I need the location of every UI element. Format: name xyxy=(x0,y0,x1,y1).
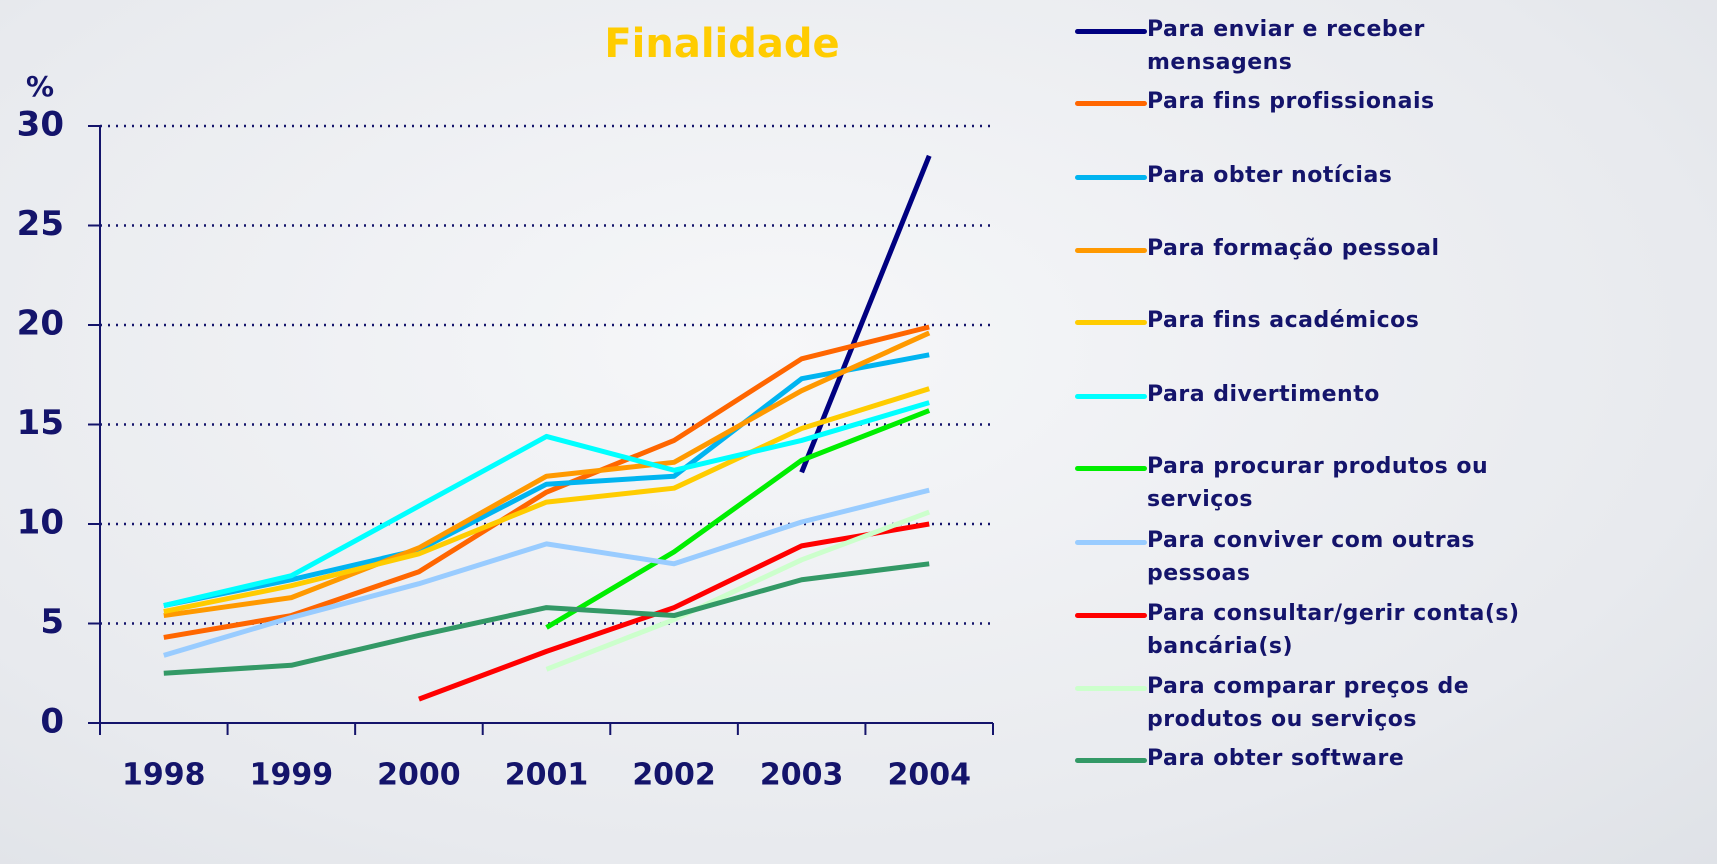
legend-swatch xyxy=(1075,613,1147,618)
legend-label: Para procurar produtos ou serviços xyxy=(1147,454,1489,512)
legend-item: Para fins académicos xyxy=(1075,308,1547,337)
legend-item: Para divertimento xyxy=(1075,382,1547,411)
legend-item: Para comparar preços de produtos ou serv… xyxy=(1075,674,1547,736)
legend-item: Para consultar/gerir conta(s) bancária(s… xyxy=(1075,601,1547,663)
legend-swatch xyxy=(1075,101,1147,106)
x-tick-label: 2000 xyxy=(377,758,461,793)
legend-swatch xyxy=(1075,394,1147,399)
y-tick-label: 25 xyxy=(17,204,64,244)
legend-label: Para enviar e receber mensagens xyxy=(1147,17,1425,75)
legend-item: Para obter software xyxy=(1075,746,1547,775)
legend-swatch xyxy=(1075,686,1147,691)
legend-swatch xyxy=(1075,29,1147,34)
legend-label: Para obter software xyxy=(1147,746,1405,771)
series-line xyxy=(418,521,930,702)
y-tick-label: 20 xyxy=(17,304,64,344)
legend-swatch xyxy=(1075,758,1147,763)
legend-item: Para formação pessoal xyxy=(1075,236,1547,265)
legend-label: Para divertimento xyxy=(1147,382,1380,407)
x-tick-label: 2004 xyxy=(887,758,971,793)
series-line xyxy=(163,561,930,676)
y-axis-label: % xyxy=(26,70,54,103)
series-line xyxy=(163,330,931,619)
y-tick-label: 10 xyxy=(17,503,64,543)
series-line xyxy=(545,509,931,672)
legend-swatch xyxy=(1075,248,1147,253)
legend-label: Para consultar/gerir conta(s) bancária(s… xyxy=(1147,601,1520,659)
legend-label: Para conviver com outras pessoas xyxy=(1147,528,1476,586)
legend-item: Para procurar produtos ou serviços xyxy=(1075,454,1547,516)
y-tick-label: 5 xyxy=(40,602,64,642)
legend-item: Para conviver com outras pessoas xyxy=(1075,528,1547,590)
chart-title: Finalidade xyxy=(604,21,839,67)
legend-label: Para formação pessoal xyxy=(1147,236,1440,261)
x-tick-label: 1998 xyxy=(122,758,206,793)
legend-label: Para fins académicos xyxy=(1147,308,1420,333)
legend-label: Para comparar preços de produtos ou serv… xyxy=(1147,674,1470,732)
x-tick-label: 2001 xyxy=(505,758,589,793)
legend-item: Para fins profissionais xyxy=(1075,89,1547,118)
legend-item: Para enviar e receber mensagens xyxy=(1075,17,1547,79)
legend-label: Para fins profissionais xyxy=(1147,89,1435,114)
legend-swatch xyxy=(1075,320,1147,325)
x-tick-label: 2002 xyxy=(632,758,716,793)
series-line xyxy=(163,400,930,609)
series-line xyxy=(163,352,930,609)
y-tick-label: 15 xyxy=(17,403,64,443)
legend-swatch xyxy=(1075,466,1147,471)
legend-swatch xyxy=(1075,540,1147,545)
series-line xyxy=(545,408,931,630)
x-tick-label: 2003 xyxy=(760,758,844,793)
y-tick-label: 0 xyxy=(40,702,64,742)
series-line xyxy=(163,386,930,615)
legend-label: Para obter notícias xyxy=(1147,163,1393,188)
x-tick-label: 1999 xyxy=(250,758,334,793)
legend-swatch xyxy=(1075,175,1147,180)
series-line xyxy=(163,487,930,658)
legend-item: Para obter notícias xyxy=(1075,163,1547,192)
y-tick-label: 30 xyxy=(17,105,64,145)
